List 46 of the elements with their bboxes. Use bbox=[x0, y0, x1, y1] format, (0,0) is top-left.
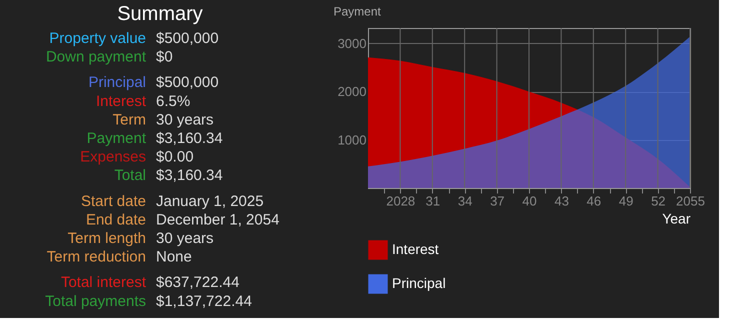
text: End date bbox=[86, 211, 146, 228]
text: Term length bbox=[68, 230, 146, 247]
x-tick-label: 31 bbox=[426, 194, 440, 208]
text: Summary bbox=[117, 3, 203, 25]
x-tick-label: 34 bbox=[458, 194, 472, 208]
text: $500,000 bbox=[156, 74, 219, 92]
text: Term reduction bbox=[46, 248, 146, 266]
text: $3,160.34 bbox=[156, 167, 223, 184]
x-tick-label: 2028 bbox=[386, 194, 416, 208]
x-tick-label: 43 bbox=[554, 194, 569, 208]
text: 30 years bbox=[156, 111, 214, 128]
x-tick-label: 49 bbox=[618, 194, 634, 208]
text: None bbox=[156, 248, 192, 266]
text: Total bbox=[114, 167, 146, 184]
text: $500,000 bbox=[156, 30, 219, 47]
text: $0.00 bbox=[156, 148, 194, 166]
text: $1,137,722.44 bbox=[156, 292, 252, 310]
x-tick-label: 2055 bbox=[676, 194, 705, 208]
text: $637,722.44 bbox=[156, 274, 240, 292]
text: $3,160.34 bbox=[156, 130, 223, 147]
text: Principal bbox=[88, 74, 146, 92]
text: Expenses bbox=[80, 148, 146, 166]
text: Payment bbox=[86, 130, 147, 147]
y-tick-label: 3000 bbox=[338, 36, 366, 51]
text: Interest bbox=[96, 92, 147, 110]
text: $0 bbox=[156, 48, 173, 66]
text: Term bbox=[112, 111, 146, 128]
x-axis-title: Year bbox=[662, 210, 691, 226]
text: 6.5% bbox=[156, 92, 190, 110]
x-tick-label: 40 bbox=[522, 194, 537, 208]
x-tick-label: 52 bbox=[651, 194, 666, 208]
text: December 1, 2054 bbox=[156, 211, 280, 228]
text: Down payment bbox=[46, 48, 147, 66]
text: Start date bbox=[80, 192, 146, 210]
x-tick-label: 46 bbox=[586, 194, 602, 208]
legend-label: Principal bbox=[392, 275, 446, 291]
y-tick-label: 2000 bbox=[338, 84, 366, 100]
legend-label: Interest bbox=[392, 241, 439, 257]
x-tick-label: 37 bbox=[490, 194, 505, 208]
text: 30 years bbox=[156, 230, 214, 247]
text: Property value bbox=[49, 30, 146, 47]
text: Total interest bbox=[60, 274, 147, 292]
y-axis-title: Payment bbox=[334, 4, 382, 18]
y-tick-label: 1000 bbox=[338, 132, 366, 148]
text: January 1, 2025 bbox=[156, 192, 264, 210]
text: Total payments bbox=[45, 292, 146, 310]
